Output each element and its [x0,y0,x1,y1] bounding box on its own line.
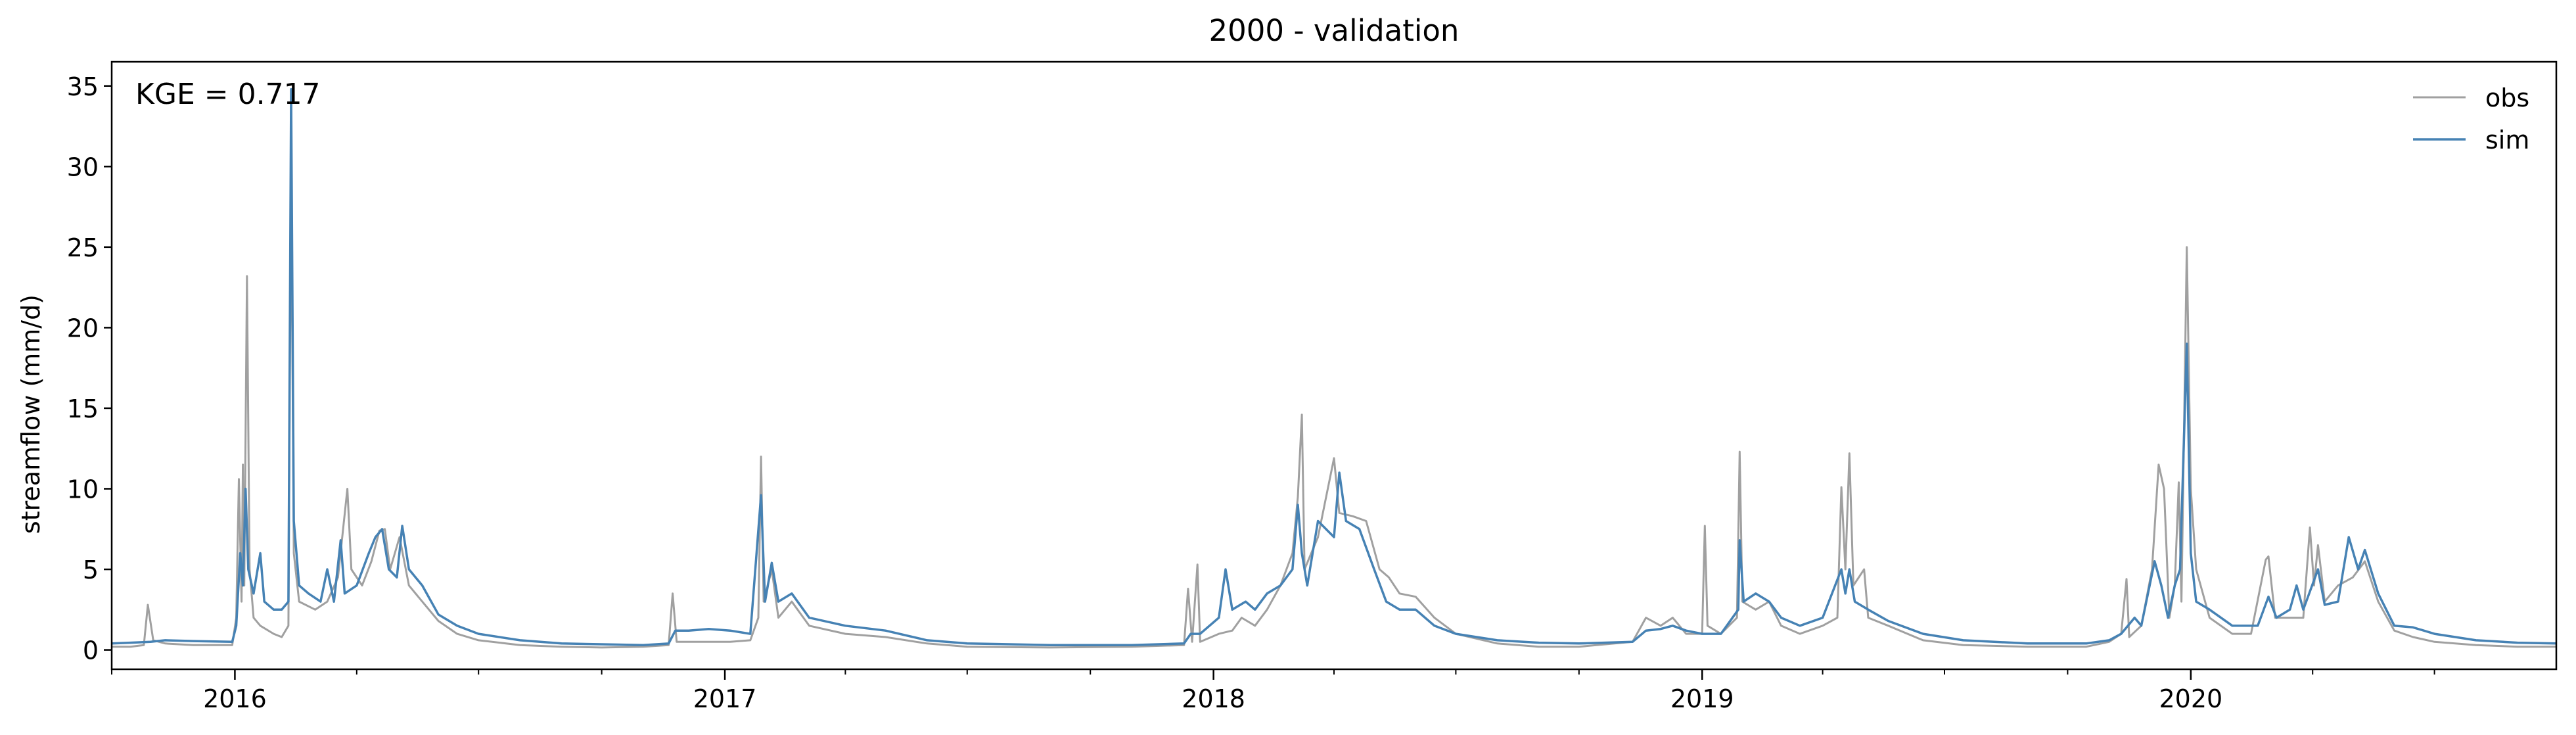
chart-title: 2000 - validation [1209,13,1460,48]
series-line-obs [112,165,2556,649]
legend-label-sim: sim [2485,126,2529,154]
legend-label-obs: obs [2485,83,2529,112]
y-axis-label: streamflow (mm/d) [16,295,45,534]
kge-annotation: KGE = 0.717 [135,78,321,111]
x-tick-label: 2017 [693,684,757,713]
x-axis-minor-ticks [111,669,2435,675]
y-tick-label: 25 [67,233,99,262]
y-tick-label: 30 [67,153,99,181]
x-tick-label: 2016 [203,684,267,713]
series-line-sim [111,87,2557,646]
y-tick-label: 20 [67,314,99,343]
x-tick-label: 2020 [2159,684,2222,713]
x-tick-label: 2018 [1182,684,1245,713]
y-tick-label: 35 [67,72,99,101]
x-tick-label: 2019 [1670,684,1734,713]
y-tick-label: 5 [83,556,99,584]
y-tick-label: 0 [83,636,99,665]
x-axis-ticks: 2016 2017 2018 2019 2020 [203,669,2222,713]
series-layer [111,87,2557,649]
y-axis-ticks: 0 5 10 15 20 25 30 35 [67,72,112,665]
y-tick-label: 15 [67,394,99,423]
legend: obs sim [2413,83,2529,154]
y-tick-label: 10 [67,475,99,504]
